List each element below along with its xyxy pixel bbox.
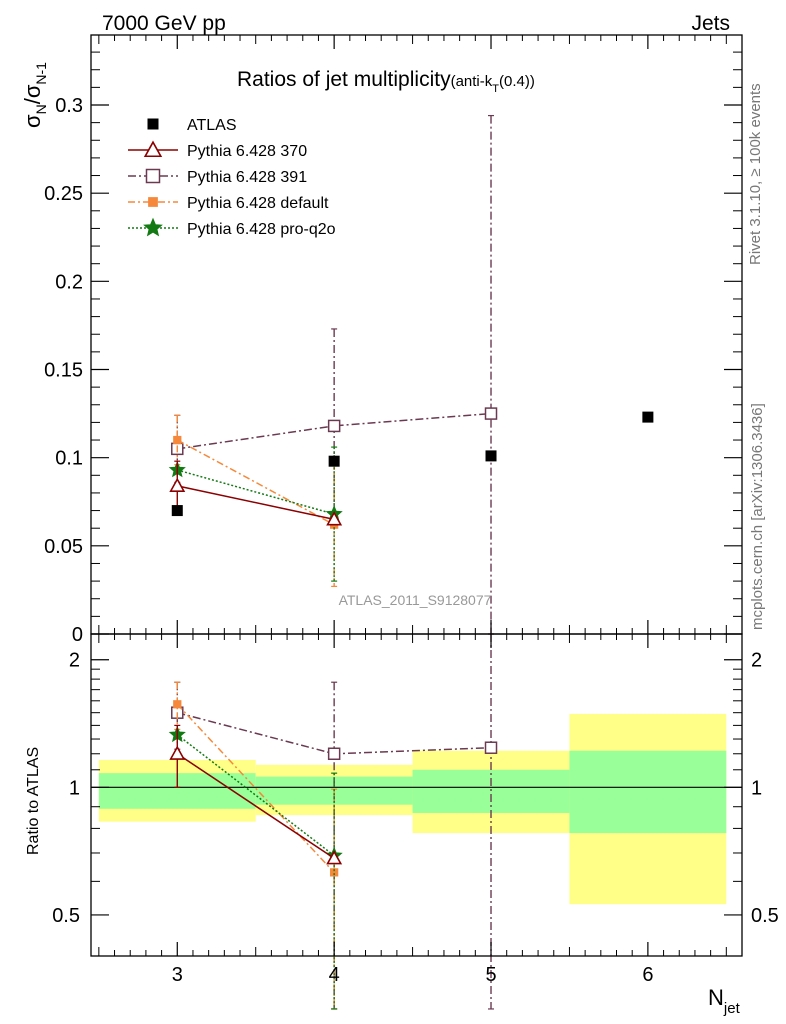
legend-marker-2 (145, 168, 161, 184)
main-y-tick-label-0: 0 (72, 624, 83, 646)
x-tick-label-1: 4 (329, 964, 340, 986)
main-pythia-6-428-default-line (176, 439, 335, 526)
main-pythia-6-428-370-point-1 (326, 511, 343, 526)
legend-label-4: Pythia 6.428 pro-q2o (187, 221, 336, 238)
legend-marker-3 (148, 197, 158, 207)
ratio-pythia-6-428-default-point-0 (173, 700, 182, 709)
ratio-y-tick-label-left-1: 1 (69, 777, 80, 799)
ratio-pythia-6-428-pro-q2o-line (176, 734, 335, 857)
chart-title: Ratios of jet multiplicity(anti-kT(0.4)) (237, 68, 535, 95)
x-tick-label-0: 3 (172, 964, 183, 986)
title-end: (0.4)) (499, 73, 535, 90)
mcplots-label: mcplots.cern.ch [arXiv:1306.3436] (749, 403, 766, 630)
ratio-pythia-6-428-370-point-0 (169, 745, 186, 760)
ratio-y-tick-label-right-1: 1 (751, 777, 762, 799)
main-atlas-point-3 (642, 411, 654, 423)
legend-label-2: Pythia 6.428 391 (187, 169, 307, 186)
ratio-y-tick-label-left-2: 2 (69, 650, 80, 672)
ratio-panel (91, 633, 742, 1010)
ratio-pythia-6-428-370-point-1 (326, 850, 343, 865)
legend-label-3: Pythia 6.428 default (187, 195, 329, 212)
ratio-y-tick-label-right-2: 2 (751, 650, 762, 672)
legend-marker-0 (147, 118, 159, 130)
main-pythia-6-428-370-point-0 (169, 477, 186, 492)
main-pythia-6-428-default-point-0 (173, 435, 182, 445)
ratio-pythia-6-428-370-line (176, 753, 335, 859)
main-atlas-point-0 (171, 505, 183, 517)
main-y-tick-label-5: 0.25 (44, 183, 83, 205)
main-panel (168, 114, 654, 635)
header-left: 7000 GeV pp (102, 12, 226, 35)
ratio-band-green-3 (569, 750, 727, 834)
title-sub: T (492, 83, 499, 95)
ratio-pythia-6-428-default-point-1 (330, 868, 339, 877)
ratio-pythia-6-428-391-point-2 (484, 741, 498, 754)
analysis-watermark: ATLAS_2011_S9128077 (339, 592, 492, 608)
main-atlas-point-1 (328, 455, 340, 467)
ratio-frame (90, 633, 743, 957)
main-pythia-6-428-391-point-1 (327, 419, 341, 433)
ratio-y-tick-label-left-0: 0.5 (52, 905, 80, 927)
ratio-pythia-6-428-391-point-1 (327, 747, 341, 761)
x-tick-label-3: 6 (642, 964, 653, 986)
header-right: Jets (691, 12, 730, 35)
main-ylabel: σN/σN-1 (20, 62, 49, 128)
legend-marker-1 (143, 140, 163, 158)
ratio-pythia-6-428-default-line (176, 703, 335, 873)
main-pythia-6-428-370-line (177, 485, 335, 521)
ratio-ylabel: Ratio to ATLAS (25, 747, 42, 855)
main-pythia-6-428-391-point-2 (484, 407, 498, 420)
main-y-tick-label-1: 0.05 (44, 536, 83, 558)
legend: ATLAS Pythia 6.428 370 Pythia 6.428 391 Pyt… (128, 117, 336, 238)
main-y-tick-label-6: 0.3 (55, 95, 83, 117)
main-y-tick-label-4: 0.2 (55, 271, 83, 293)
x-tick-label-2: 5 (485, 964, 496, 986)
x-axis-label: Njet (708, 985, 741, 1017)
title-suffix: (anti-k (451, 73, 493, 90)
main-atlas-point-2 (485, 450, 497, 462)
main-pythia-6-428-pro-q2o-line (177, 469, 335, 515)
ratio-y-tick-label-right-0: 0.5 (751, 905, 779, 927)
main-pythia-6-428-391-line (177, 412, 492, 450)
rivet-label: Rivet 3.1.10, ≥ 100k events (747, 83, 764, 265)
legend-marker-4 (143, 217, 163, 237)
legend-label-1: Pythia 6.428 370 (187, 143, 307, 160)
main-y-tick-label-3: 0.15 (44, 360, 83, 382)
legend-label-0: ATLAS (187, 117, 237, 134)
main-y-tick-label-2: 0.1 (55, 448, 83, 470)
